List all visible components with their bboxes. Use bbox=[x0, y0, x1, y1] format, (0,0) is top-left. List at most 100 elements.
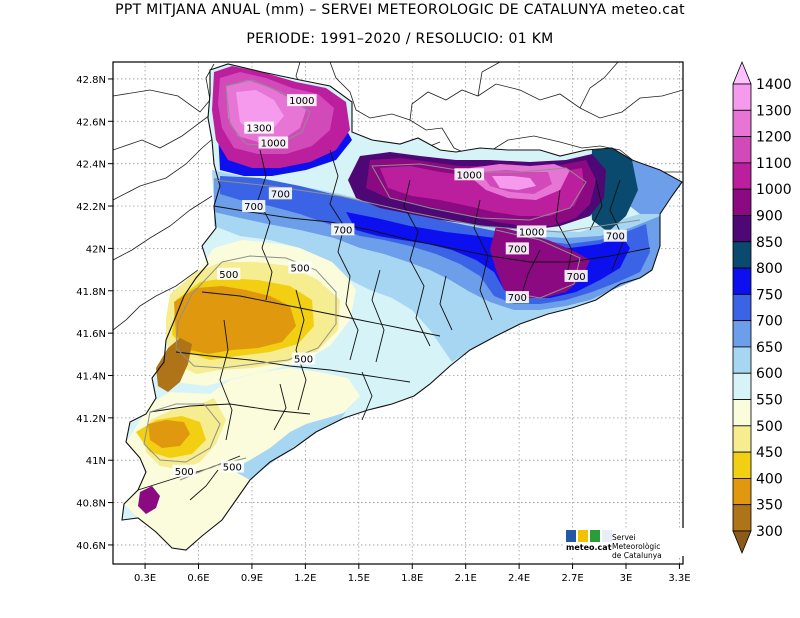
colorbar-level-label: 400 bbox=[756, 471, 783, 487]
y-tick-label: 41N bbox=[86, 456, 106, 467]
colorbar-level-label: 850 bbox=[756, 235, 783, 251]
x-tick-label: 0.3E bbox=[134, 573, 156, 584]
colorbar-swatch bbox=[732, 136, 752, 164]
contour-label: 700 bbox=[567, 272, 586, 283]
contour-label: 500 bbox=[294, 355, 313, 366]
x-tick-label: 1.5E bbox=[348, 573, 370, 584]
contour-label-box bbox=[454, 168, 485, 181]
colorbar-level-label: 350 bbox=[756, 498, 783, 514]
contour-label-box bbox=[288, 261, 312, 274]
contour-label-box bbox=[268, 187, 293, 200]
y-tick-label: 41.8N bbox=[76, 287, 106, 298]
colorbar-level-label: 1400 bbox=[756, 77, 792, 93]
logo-wordmark: meteo.cat bbox=[566, 543, 612, 552]
contour-label: 700 bbox=[333, 225, 352, 236]
logo-organization: Servei Meteorològic de Catalunya bbox=[612, 533, 686, 560]
colorbar-level-label: 600 bbox=[756, 366, 783, 382]
y-tick-label: 41.4N bbox=[76, 371, 106, 382]
map-title-line-1: PPT MITJANA ANUAL (mm) – SERVEI METEOROL… bbox=[115, 2, 685, 18]
colorbar-swatch bbox=[732, 241, 752, 269]
colorbar-level-label: 1300 bbox=[756, 103, 792, 119]
colorbar-level-label: 550 bbox=[756, 393, 783, 409]
x-tick-label: 3E bbox=[620, 573, 633, 584]
y-tick-label: 40.6N bbox=[76, 541, 106, 552]
logo-moon-tile bbox=[602, 530, 612, 542]
map-area: 1000 1300 1000 1000 700 700 700 1000 700 700 700 70… bbox=[113, 62, 683, 564]
y-tick-label: 42.6N bbox=[76, 117, 106, 128]
contour-label-box bbox=[217, 267, 241, 280]
colorbar: 1400 1300 1200 1100 1000 900 850 800 750 700 650 60… bbox=[732, 60, 792, 555]
x-tick-label: 0.9E bbox=[241, 573, 263, 584]
colorbar-level-label: 500 bbox=[756, 419, 783, 435]
colorbar-swatch bbox=[732, 188, 752, 216]
colorbar-level-label: 800 bbox=[756, 261, 783, 277]
contour-label-box bbox=[242, 200, 266, 213]
contour-label: 1000 bbox=[289, 96, 314, 107]
colorbar-swatch bbox=[732, 83, 752, 111]
colorbar-swatch bbox=[732, 162, 752, 190]
colorbar-bottom-arrow bbox=[732, 530, 752, 555]
x-tick-label: 2.4E bbox=[508, 573, 530, 584]
contour-label: 700 bbox=[244, 202, 263, 213]
map-frame bbox=[112, 61, 684, 565]
colorbar-level-label: 900 bbox=[756, 208, 783, 224]
contour-label: 1000 bbox=[457, 170, 482, 181]
contour-labels: 1000 1300 1000 1000 700 700 700 1000 700 700 700 70… bbox=[172, 94, 627, 478]
colorbar-level-label: 450 bbox=[756, 445, 783, 461]
contour-label-box bbox=[516, 225, 547, 238]
logo-snowflake-tile bbox=[566, 530, 576, 542]
colorbar-level-label: 750 bbox=[756, 287, 783, 303]
colorbar-swatch bbox=[732, 293, 752, 322]
x-tick-label: 3.3E bbox=[668, 573, 690, 584]
colorbar-swatch bbox=[732, 504, 752, 532]
colorbar-swatch bbox=[732, 109, 752, 137]
map-title-line-2: PERIODE: 1991–2020 / RESOLUCIO: 01 KM bbox=[246, 31, 554, 47]
x-tick-label: 0.6E bbox=[187, 573, 209, 584]
y-tick-label: 41.2N bbox=[76, 414, 106, 425]
contour-label-box bbox=[505, 242, 529, 255]
logo-org-line-2: de Catalunya bbox=[612, 551, 662, 560]
contour-label: 500 bbox=[175, 467, 194, 478]
y-tick-label: 42.2N bbox=[76, 202, 106, 213]
y-tick-label: 41.6N bbox=[76, 329, 106, 340]
contour-label: 1300 bbox=[246, 124, 271, 135]
logo-org-line-1: Servei Meteorològic bbox=[612, 533, 661, 551]
contour-label-box bbox=[258, 136, 289, 149]
contour-label-box bbox=[172, 464, 196, 477]
axis-ticks: 0.3E 0.6E 0.9E 1.2E 1.5E 1.8E 2.1E 2.4E 2.7E 3E 3.… bbox=[76, 75, 690, 584]
colorbar-swatch bbox=[732, 451, 752, 479]
colorbar-level-label: 300 bbox=[756, 524, 783, 540]
colorbar-swatch bbox=[732, 478, 752, 506]
colorbar-swatch bbox=[732, 425, 752, 453]
colorbar-swatch bbox=[732, 372, 752, 400]
y-tick-label: 40.8N bbox=[76, 499, 106, 510]
contour-label: 500 bbox=[290, 263, 309, 274]
y-tick-label: 42.8N bbox=[76, 75, 106, 86]
x-tick-label: 1.2E bbox=[294, 573, 316, 584]
colorbar-level-label: 700 bbox=[756, 314, 783, 330]
contour-label: 500 bbox=[219, 270, 238, 281]
contour-label-box bbox=[603, 229, 627, 242]
contour-label-box bbox=[564, 269, 588, 282]
contour-label: 700 bbox=[606, 232, 625, 243]
colorbar-top-arrow bbox=[732, 60, 752, 85]
colorbar-swatch bbox=[732, 320, 752, 348]
colorbar-level-label: 1000 bbox=[756, 182, 792, 198]
contour-label-box bbox=[220, 460, 244, 473]
contour-label: 700 bbox=[271, 189, 290, 200]
colorbar-swatch bbox=[732, 346, 752, 374]
x-tick-label: 2.7E bbox=[561, 573, 583, 584]
contour-label: 1000 bbox=[519, 227, 544, 238]
colorbar-swatch bbox=[732, 267, 752, 295]
colorbar-level-label: 1100 bbox=[756, 156, 792, 172]
colorbar-swatch bbox=[732, 215, 752, 243]
colorbar-swatch bbox=[732, 399, 752, 427]
contour-label: 1000 bbox=[261, 138, 286, 149]
y-tick-label: 42.4N bbox=[76, 160, 106, 171]
colorbar-level-label: 1200 bbox=[756, 130, 792, 146]
contour-label-box bbox=[291, 352, 316, 365]
contour-label: 700 bbox=[508, 293, 527, 304]
colorbar-level-label: 650 bbox=[756, 340, 783, 356]
x-tick-label: 1.8E bbox=[401, 573, 423, 584]
